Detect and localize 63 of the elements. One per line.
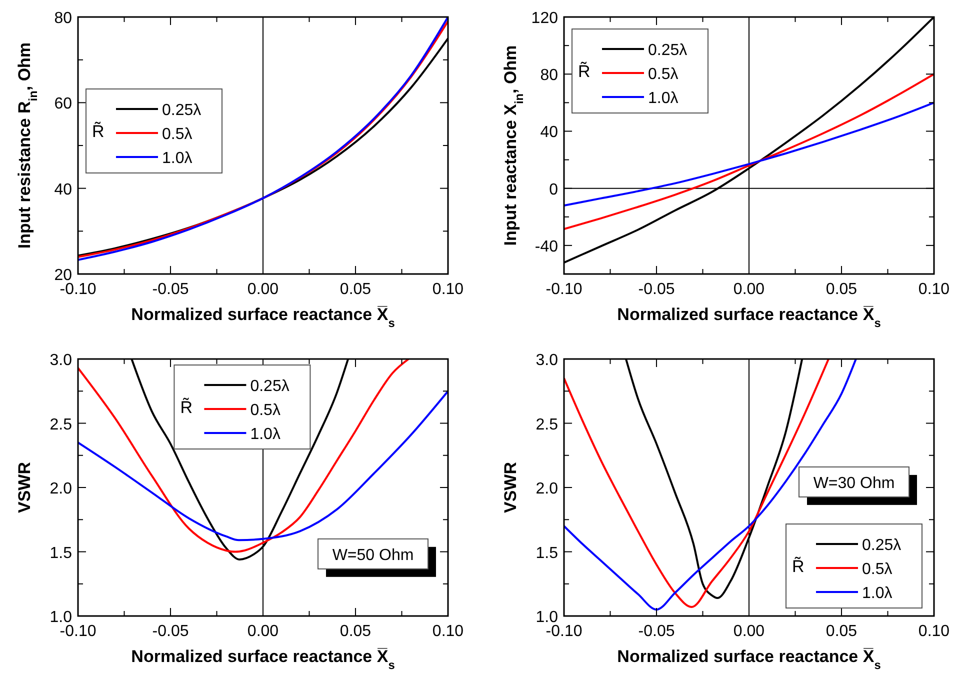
y-tick-label: 3.0 [536,352,558,369]
legend-title: R̃ [180,397,192,417]
y-tick-label: 20 [54,267,72,284]
y-tick-label: 3.0 [50,352,72,369]
y-tick-label: 1.5 [536,544,558,562]
x-axis-title: Normalized surface reactance X̅$_{s}$ [617,305,882,330]
y-tick-label: 80 [540,67,558,84]
x-tick-label: 0.10 [432,281,464,298]
x-tick-label: -0.10 [60,281,96,298]
legend-label: 0.25λ [648,42,688,59]
annotation: W=50 Ohm [332,546,414,564]
y-tick-label: 2.0 [536,480,558,498]
x-tick-label: -0.10 [546,281,582,298]
y-axis-title: VSWR [15,462,34,513]
y-tick-label: 0 [549,181,558,198]
legend-label: 1.0λ [648,90,678,107]
y-tick-label: 40 [54,181,72,198]
y-tick-label: 60 [54,96,72,113]
legend-label: 1.0λ [862,585,892,602]
legend-title: R̃ [92,121,104,141]
y-tick-label: 120 [531,10,558,27]
x-axis-title: Normalized surface reactance X̅$_{s}$ [131,305,396,330]
legend-label: 1.0λ [162,150,192,167]
x-tick-label: -0.10 [60,623,96,640]
legend-label: 0.25λ [250,378,290,395]
x-tick-label: -0.05 [152,623,189,640]
y-axis-title: VSWR [501,462,520,513]
x-tick-label: 0.05 [826,623,858,640]
x-tick-label: 0.10 [918,623,950,640]
x-tick-label: -0.05 [152,281,189,298]
legend-label: 0.5λ [862,561,892,578]
annotation: W=30 Ohm [813,474,895,492]
x-tick-label: -0.10 [546,623,582,640]
x-tick-label: -0.05 [638,281,675,298]
x-tick-label: 0.05 [340,281,372,298]
x-tick-label: 0.10 [918,281,950,298]
y-tick-label: 80 [54,10,72,27]
legend-title: R̃ [792,556,804,576]
x-tick-label: 0.10 [432,623,464,640]
y-tick-label: 2.0 [50,480,72,498]
y-tick-label: 1.0 [536,609,558,626]
legend-label: 1.0λ [250,426,280,443]
x-tick-label: 0.00 [733,281,765,298]
y-tick-label: 2.5 [536,416,558,434]
x-tick-label: -0.05 [638,623,675,640]
x-tick-label: 0.00 [247,623,279,640]
y-tick-label: 1.0 [50,609,72,626]
x-tick-label: 0.00 [733,623,765,640]
x-axis-title: Normalized surface reactance X̅$_{s}$ [617,647,882,672]
y-tick-label: 40 [540,124,558,142]
legend-title: R̃ [578,61,590,81]
legend-label: 0.25λ [862,537,902,554]
y-tick-label: -40 [534,238,558,256]
legend-label: 0.5λ [162,126,192,143]
legend-label: 0.5λ [250,402,280,419]
legend-label: 0.25λ [162,102,202,119]
x-tick-label: 0.05 [826,281,858,298]
x-axis-title: Normalized surface reactance X̅$_{s}$ [131,647,396,672]
legend-label: 0.5λ [648,66,678,83]
x-tick-label: 0.05 [340,623,372,640]
y-tick-label: 2.5 [50,416,72,434]
x-tick-label: 0.00 [247,281,279,298]
y-tick-label: 1.5 [50,544,72,562]
